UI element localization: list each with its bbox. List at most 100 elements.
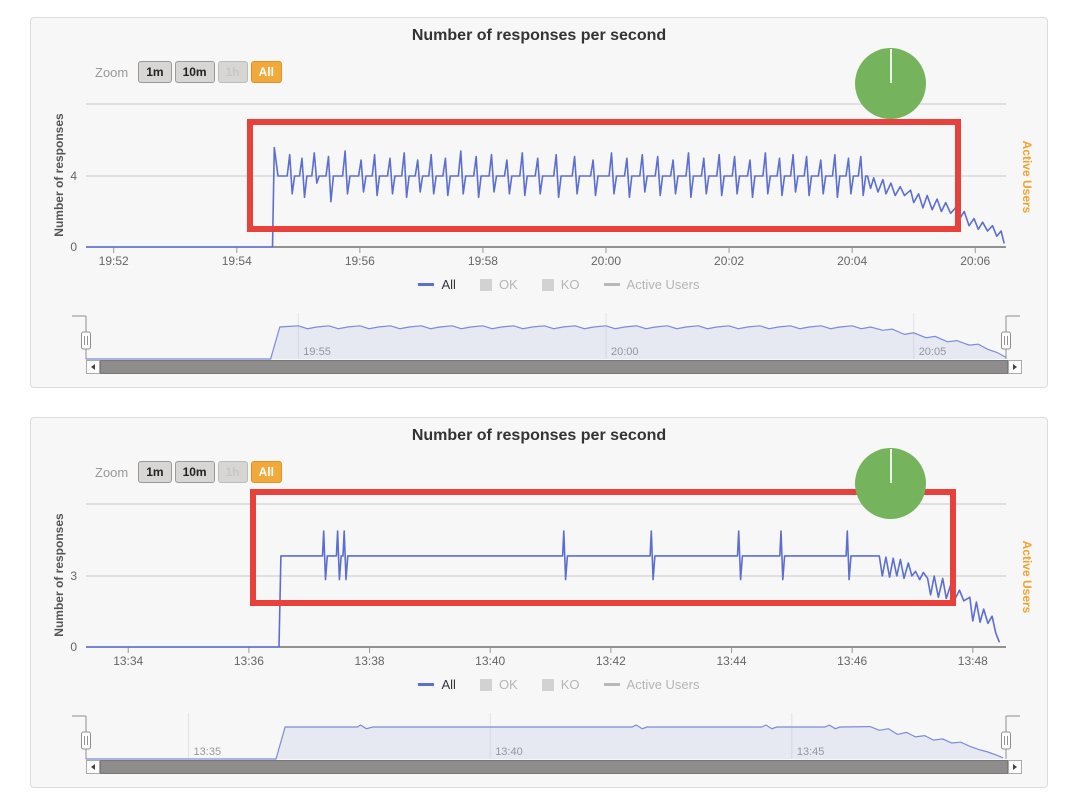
series-line-all[interactable] [86, 146, 1005, 248]
legend-item-ko[interactable]: KO [541, 277, 580, 292]
svg-text:19:52: 19:52 [99, 254, 129, 268]
scrollbar-left-arrow[interactable] [86, 360, 100, 374]
navigator-handle-left[interactable] [72, 315, 91, 359]
pie-slice-line [889, 449, 892, 483]
svg-text:19:55: 19:55 [303, 346, 331, 358]
svg-text:20:00: 20:00 [591, 254, 621, 268]
svg-text:20:00: 20:00 [611, 346, 639, 358]
svg-text:19:56: 19:56 [345, 254, 375, 268]
right-arrow-icon [1013, 764, 1017, 770]
zoom-button-1h: 1h [217, 461, 248, 483]
red-highlight-annotation [250, 489, 956, 606]
red-highlight-annotation [247, 119, 961, 232]
zoom-toolbar: Zoom 1m 10m 1h All [95, 61, 282, 83]
svg-text:20:06: 20:06 [960, 254, 990, 268]
legend-label: Active Users [626, 677, 700, 692]
square-marker-icon [479, 678, 492, 691]
legend-item-all[interactable]: All [418, 277, 456, 292]
chart-title: Number of responses per second [411, 27, 667, 44]
chart-title: Number of responses per second [411, 427, 667, 444]
legend-item-ko[interactable]: KO [541, 677, 580, 692]
scrollbar-thumb[interactable] [100, 760, 1008, 774]
svg-text:13:42: 13:42 [596, 654, 626, 668]
legend-label: KO [560, 277, 580, 292]
left-arrow-icon [91, 764, 95, 770]
zoom-button-all[interactable]: All [250, 461, 282, 483]
legend-item-active-users[interactable]: Active Users [603, 277, 700, 292]
legend-item-active-users[interactable]: Active Users [603, 677, 700, 692]
svg-text:19:54: 19:54 [222, 254, 252, 268]
svg-text:13:40: 13:40 [475, 654, 505, 668]
navigator[interactable]: 13:35 13:40 13:45 [72, 713, 1021, 760]
x-axis-labels: 19:52 19:54 19:56 19:58 20:00 20:02 20:04 20:06 [99, 247, 991, 268]
navigator-scrollbar[interactable] [86, 760, 1022, 774]
line-marker-icon [418, 283, 435, 286]
line-marker-icon [603, 683, 620, 686]
square-marker-icon [541, 278, 554, 291]
zoom-button-1m[interactable]: 1m [138, 461, 172, 483]
green-pie-annotation [855, 448, 926, 519]
navigator-area [86, 325, 1006, 359]
chart-legend: All OK KO Active Users [71, 677, 1047, 692]
legend-label: All [441, 277, 456, 292]
svg-text:20:02: 20:02 [714, 254, 744, 268]
navigator-handle-right[interactable] [1001, 315, 1021, 359]
svg-text:20:05: 20:05 [919, 346, 947, 358]
scrollbar-thumb[interactable] [100, 360, 1008, 374]
navigator-line [86, 325, 1007, 360]
left-arrow-icon [91, 364, 95, 370]
green-pie-annotation [855, 48, 926, 119]
y-axis-labels: 30 [70, 569, 77, 654]
legend-item-ok[interactable]: OK [479, 277, 518, 292]
svg-text:3: 3 [70, 569, 77, 583]
scrollbar-right-arrow[interactable] [1008, 360, 1022, 374]
zoom-toolbar: Zoom 1m 10m 1h All [95, 461, 282, 483]
zoom-button-1h: 1h [217, 61, 248, 83]
svg-text:13:46: 13:46 [837, 654, 867, 668]
line-marker-icon [418, 683, 435, 686]
legend-label: OK [498, 277, 518, 292]
right-arrow-icon [1013, 364, 1017, 370]
chart-plot-area[interactable]: 13:34 13:36 13:38 13:40 13:42 13:44 13:46 13:48… [31, 418, 1047, 788]
svg-text:13:44: 13:44 [716, 654, 746, 668]
navigator-scrollbar[interactable] [86, 360, 1022, 374]
zoom-label: Zoom [95, 64, 129, 80]
navigator-line [86, 724, 1004, 760]
legend-item-ok[interactable]: OK [479, 677, 518, 692]
legend-item-all[interactable]: All [418, 677, 456, 692]
scrollbar-track[interactable] [100, 360, 1008, 374]
pie-slice-line [889, 49, 892, 83]
zoom-button-all[interactable]: All [250, 61, 282, 83]
svg-text:13:34: 13:34 [113, 654, 143, 668]
square-marker-icon [541, 678, 554, 691]
zoom-label: Zoom [95, 464, 129, 480]
x-axis-labels: 13:34 13:36 13:38 13:40 13:42 13:44 13:46 13:48 [113, 647, 988, 668]
square-marker-icon [479, 278, 492, 291]
chart-plot-area[interactable]: 19:52 19:54 19:56 19:58 20:00 20:02 20:04 20:06… [31, 18, 1047, 388]
navigator-handle-right[interactable] [1001, 715, 1021, 759]
scrollbar-right-arrow[interactable] [1008, 760, 1022, 774]
navigator-handle-left[interactable] [72, 715, 91, 759]
zoom-button-10m[interactable]: 10m [174, 461, 215, 483]
navigator[interactable]: 19:55 20:00 20:05 [72, 313, 1021, 360]
svg-text:13:45: 13:45 [797, 746, 825, 758]
legend-label: All [441, 677, 456, 692]
svg-text:4: 4 [70, 169, 77, 183]
y-axis-labels: 40 [70, 169, 77, 254]
svg-text:0: 0 [70, 640, 77, 654]
svg-text:13:36: 13:36 [234, 654, 264, 668]
line-marker-icon [603, 283, 620, 286]
navigator-area [86, 725, 1003, 759]
svg-text:13:35: 13:35 [194, 746, 222, 758]
legend-label: Active Users [626, 277, 700, 292]
response-chart-panel-top: Number of responses per second Zoom 1m 1… [30, 17, 1048, 388]
zoom-button-10m[interactable]: 10m [174, 61, 215, 83]
scrollbar-left-arrow[interactable] [86, 760, 100, 774]
scrollbar-track[interactable] [100, 760, 1008, 774]
svg-text:19:58: 19:58 [468, 254, 498, 268]
zoom-button-1m[interactable]: 1m [138, 61, 172, 83]
svg-text:20:04: 20:04 [837, 254, 867, 268]
legend-label: OK [498, 677, 518, 692]
svg-text:13:40: 13:40 [495, 746, 523, 758]
chart-legend: All OK KO Active Users [71, 277, 1047, 292]
